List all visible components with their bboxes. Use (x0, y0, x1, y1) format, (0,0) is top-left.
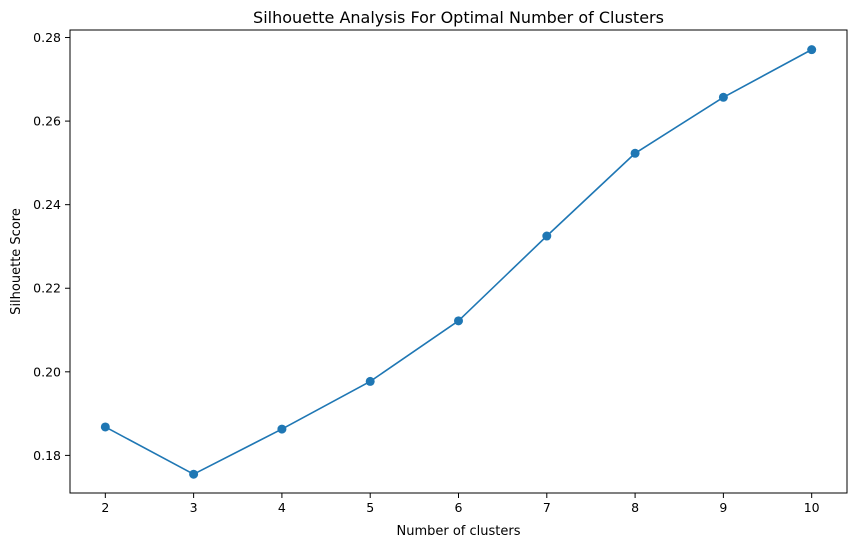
y-tick-label: 0.22 (33, 281, 61, 296)
data-point (277, 424, 287, 434)
chart-title: Silhouette Analysis For Optimal Number o… (253, 8, 664, 27)
data-point (807, 45, 817, 55)
x-tick-label: 9 (719, 500, 727, 515)
data-point (100, 422, 110, 432)
x-tick-label: 2 (101, 500, 109, 515)
data-point (454, 316, 463, 326)
plot-area (69, 29, 848, 494)
y-tick-label: 0.28 (33, 30, 61, 45)
y-tick-label: 0.26 (33, 114, 61, 129)
plot-frame (69, 29, 848, 494)
x-tick-label: 6 (455, 500, 463, 515)
x-axis-label: Number of clusters (396, 524, 520, 539)
data-point (189, 469, 199, 479)
y-tick-label: 0.24 (33, 197, 61, 212)
data-point (542, 231, 552, 241)
x-tick-label: 10 (804, 500, 820, 515)
x-tick-label: 4 (278, 500, 286, 515)
y-axis-label: Silhouette Score (9, 208, 24, 315)
x-axis: 2 3 4 5 6 7 8 9 10 (101, 493, 820, 515)
x-tick-label: 8 (631, 500, 639, 515)
x-tick-label: 3 (190, 500, 198, 515)
y-axis: 0.18 0.20 0.22 0.24 0.26 0.28 (33, 30, 70, 463)
data-point (630, 148, 640, 158)
x-tick-label: 5 (366, 500, 374, 515)
series-line (104, 48, 813, 476)
data-point (365, 376, 375, 386)
series-layer (100, 45, 817, 479)
data-point (718, 92, 728, 102)
y-tick-label: 0.20 (33, 364, 61, 379)
y-tick-label: 0.18 (33, 448, 61, 463)
x-tick-label: 7 (543, 500, 551, 515)
